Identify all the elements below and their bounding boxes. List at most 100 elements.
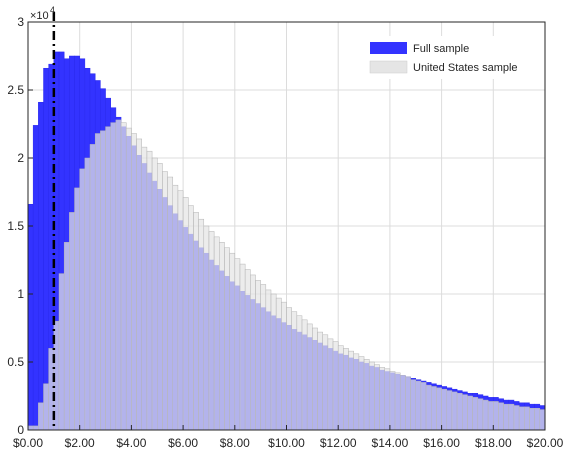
- histogram-bar: [141, 146, 148, 431]
- histogram-bar: [265, 289, 272, 431]
- y-exponent-base: ×10: [30, 10, 49, 22]
- histogram-bar: [477, 398, 484, 431]
- histogram-bar: [348, 350, 354, 431]
- histogram-bar: [436, 387, 442, 431]
- histogram-bar: [306, 323, 313, 431]
- histogram-bar: [472, 397, 479, 431]
- histogram-bar: [167, 176, 174, 431]
- histogram-bar: [198, 218, 205, 431]
- legend: Full sample United States sample: [362, 36, 528, 79]
- histogram-bar: [224, 247, 230, 431]
- histogram-bar: [105, 126, 111, 431]
- histogram-bar: [467, 395, 473, 431]
- histogram-bar: [487, 401, 494, 431]
- histogram-bar: [513, 405, 520, 431]
- legend-label-us-sample: United States sample: [413, 62, 518, 74]
- histogram-bar: [58, 273, 65, 431]
- histogram-bar: [79, 168, 86, 431]
- histogram-bar: [374, 364, 380, 431]
- histogram-bar: [518, 406, 525, 431]
- histogram-bar: [136, 138, 142, 431]
- histogram-bar: [239, 263, 246, 431]
- histogram-bar: [301, 319, 308, 431]
- x-tick-label: $4.00: [116, 436, 146, 450]
- y-tick-label: 1: [17, 287, 24, 301]
- histogram-bar: [353, 353, 360, 431]
- histogram-bar: [260, 284, 267, 431]
- histogram-bar: [63, 242, 70, 431]
- histogram-bar: [399, 375, 406, 431]
- histogram-bar: [188, 205, 194, 431]
- histogram-bar: [493, 401, 499, 431]
- histogram-bar: [38, 402, 44, 431]
- y-tick-label: 1.5: [7, 219, 24, 233]
- legend-label-full-sample: Full sample: [413, 43, 469, 55]
- histogram-bar: [332, 341, 339, 431]
- x-tick-label: $16.00: [423, 436, 460, 450]
- histogram-bar: [43, 67, 49, 431]
- histogram-bar: [213, 236, 220, 431]
- histogram-bar: [291, 311, 298, 431]
- histogram-bar: [286, 307, 292, 431]
- histogram-bar: [451, 391, 458, 431]
- y-exponent-label: ×10 4: [30, 5, 55, 22]
- x-tick-label: $2.00: [65, 436, 95, 450]
- y-tick-label: 2.5: [7, 83, 24, 97]
- histogram-bar: [74, 187, 80, 431]
- x-tick-label: $0.00: [13, 436, 43, 450]
- histogram-bar: [177, 190, 184, 431]
- histogram-bar: [84, 157, 91, 431]
- x-axis-ticks: $0.00 $2.00 $4.00 $6.00 $8.00 $10.00 $12.00 $14…: [13, 425, 564, 450]
- histogram-bar: [410, 379, 416, 431]
- histogram-bar: [524, 406, 530, 431]
- histogram-bar: [441, 388, 448, 431]
- histogram-bar: [32, 425, 39, 431]
- y-tick-label: 0.5: [7, 355, 24, 369]
- x-tick-label: $6.00: [168, 436, 198, 450]
- histogram-bar: [343, 348, 349, 431]
- histogram-bar: [431, 386, 437, 431]
- histogram-bar: [203, 225, 210, 431]
- histogram-bar: [100, 130, 106, 431]
- histogram-bar: [425, 384, 432, 431]
- histogram-bar: [69, 212, 75, 431]
- histogram-bar: [529, 407, 535, 431]
- histogram-bar: [151, 157, 158, 431]
- histogram-bar: [539, 409, 546, 431]
- histogram-bar: [275, 297, 282, 431]
- histogram-bar: [456, 393, 463, 431]
- x-tick-label: $10.00: [268, 436, 305, 450]
- histogram-bar: [312, 327, 318, 431]
- histogram-bar: [172, 184, 179, 431]
- legend-swatch-full-sample: [370, 42, 407, 54]
- histogram-bar: [358, 356, 365, 431]
- histogram-bar: [446, 390, 453, 431]
- histogram-bar: [27, 425, 34, 431]
- x-tick-label: $20.00: [527, 436, 564, 450]
- histogram-bar: [157, 163, 163, 431]
- histogram-bar: [234, 258, 241, 431]
- histogram-bar: [115, 119, 122, 431]
- histogram-bar: [281, 301, 287, 431]
- histogram-bar: [389, 371, 396, 431]
- histogram-bar: [27, 203, 34, 431]
- histogram-bar: [462, 394, 468, 431]
- histogram-bar: [327, 338, 334, 431]
- histogram-bar: [125, 127, 132, 431]
- histogram-bar: [94, 133, 101, 431]
- histogram-bar: [322, 334, 329, 431]
- histogram-bar: [498, 402, 504, 431]
- histogram-bar: [503, 403, 510, 431]
- histogram-bar: [120, 122, 127, 431]
- y-tick-label: 0: [17, 423, 24, 437]
- histogram-bar: [182, 197, 189, 431]
- histogram-bar: [89, 144, 96, 431]
- histogram-bar: [508, 403, 515, 431]
- histogram-bar: [368, 361, 375, 431]
- y-tick-label: 2: [17, 151, 24, 165]
- histogram-bar: [131, 133, 137, 431]
- x-tick-label: $14.00: [372, 436, 409, 450]
- histogram-bar: [384, 368, 391, 431]
- histogram-bar: [270, 293, 277, 431]
